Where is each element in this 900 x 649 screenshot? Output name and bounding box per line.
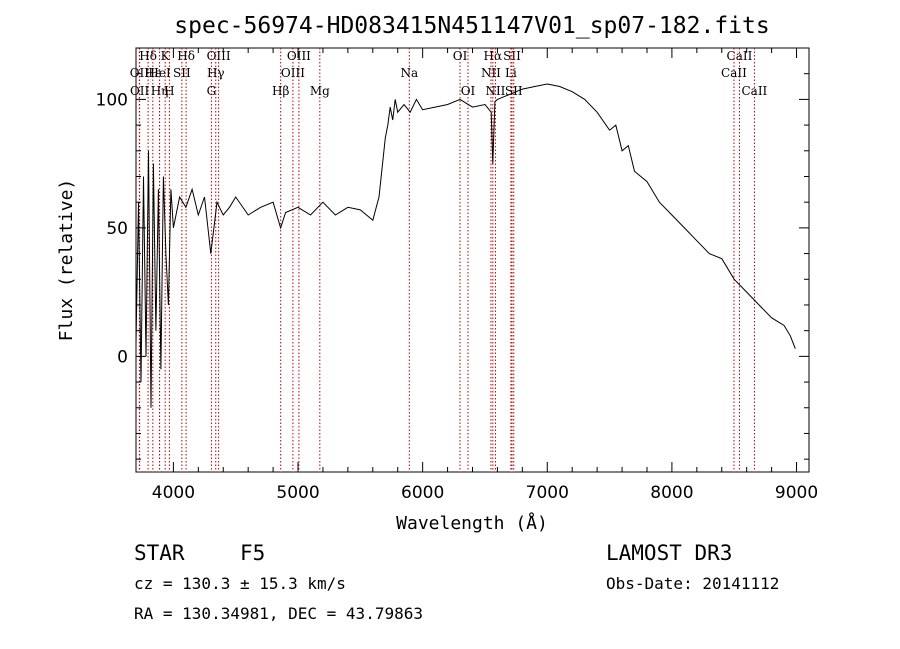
line-marker-label: Na bbox=[400, 66, 418, 80]
line-marker-label: SII bbox=[173, 66, 191, 80]
x-tick-label: 5000 bbox=[276, 483, 319, 503]
line-marker-label: Hγ bbox=[207, 66, 225, 80]
redshift-cz: cz = 130.3 ± 15.3 km/s bbox=[134, 574, 346, 593]
line-marker-label: OIII bbox=[207, 49, 231, 63]
flux-series-line bbox=[135, 83, 796, 408]
line-marker-label: K bbox=[161, 49, 171, 63]
line-marker-label: Hδ bbox=[177, 49, 195, 63]
y-tick-label: 0 bbox=[117, 347, 128, 367]
line-marker-label: SII bbox=[503, 49, 521, 63]
line-marker-label: OI bbox=[453, 49, 468, 63]
line-marker-label: CaII bbox=[741, 84, 767, 98]
y-tick-label: 50 bbox=[106, 219, 128, 239]
x-tick-label: 8000 bbox=[650, 483, 693, 503]
x-axis-label: Wavelength (Å) bbox=[396, 512, 548, 534]
line-marker-label: NII bbox=[485, 84, 505, 98]
object-type: STAR bbox=[134, 541, 185, 565]
line-marker-label: Hα bbox=[484, 49, 503, 63]
line-marker-label: OII bbox=[130, 84, 150, 98]
line-marker-label: Li bbox=[505, 66, 517, 80]
line-marker-label: OIII bbox=[287, 49, 311, 63]
line-marker-label: Hδ bbox=[139, 49, 157, 63]
line-marker-label: HeI bbox=[148, 66, 171, 80]
line-marker-label: SII bbox=[505, 84, 523, 98]
line-marker-label: H bbox=[164, 84, 174, 98]
subclass: F5 bbox=[240, 541, 265, 565]
line-marker-label: Hβ bbox=[272, 84, 289, 98]
y-axis-label: Flux (relative) bbox=[56, 179, 77, 342]
line-marker-label: OI bbox=[461, 84, 476, 98]
observation-date: Obs-Date: 20141112 bbox=[606, 574, 779, 593]
line-marker-label: G bbox=[207, 84, 217, 98]
line-marker-label: Mg bbox=[310, 84, 330, 98]
survey-name: LAMOST DR3 bbox=[606, 541, 732, 565]
y-tick-label: 100 bbox=[96, 90, 128, 110]
chart-title: spec-56974-HD083415N451147V01_sp07-182.f… bbox=[174, 13, 769, 39]
y-axis-ticks: 0 50 100 bbox=[96, 47, 809, 460]
line-marker-label: OIII bbox=[281, 66, 305, 80]
series-layer bbox=[135, 83, 796, 408]
line-marker-label: Hε bbox=[144, 66, 161, 80]
x-tick-label: 9000 bbox=[775, 483, 818, 503]
x-axis-ticks: 4000 5000 6000 7000 8000 9000 bbox=[152, 48, 818, 503]
line-marker-label: CaII bbox=[721, 66, 747, 80]
line-marker-label: NII bbox=[481, 66, 501, 80]
x-tick-label: 7000 bbox=[526, 483, 569, 503]
x-tick-label: 4000 bbox=[152, 483, 195, 503]
plot-frame bbox=[135, 47, 810, 473]
coordinates: RA = 130.34981, DEC = 43.79863 bbox=[134, 604, 423, 623]
x-tick-label: 6000 bbox=[401, 483, 444, 503]
line-marker-label: CaII bbox=[727, 49, 753, 63]
